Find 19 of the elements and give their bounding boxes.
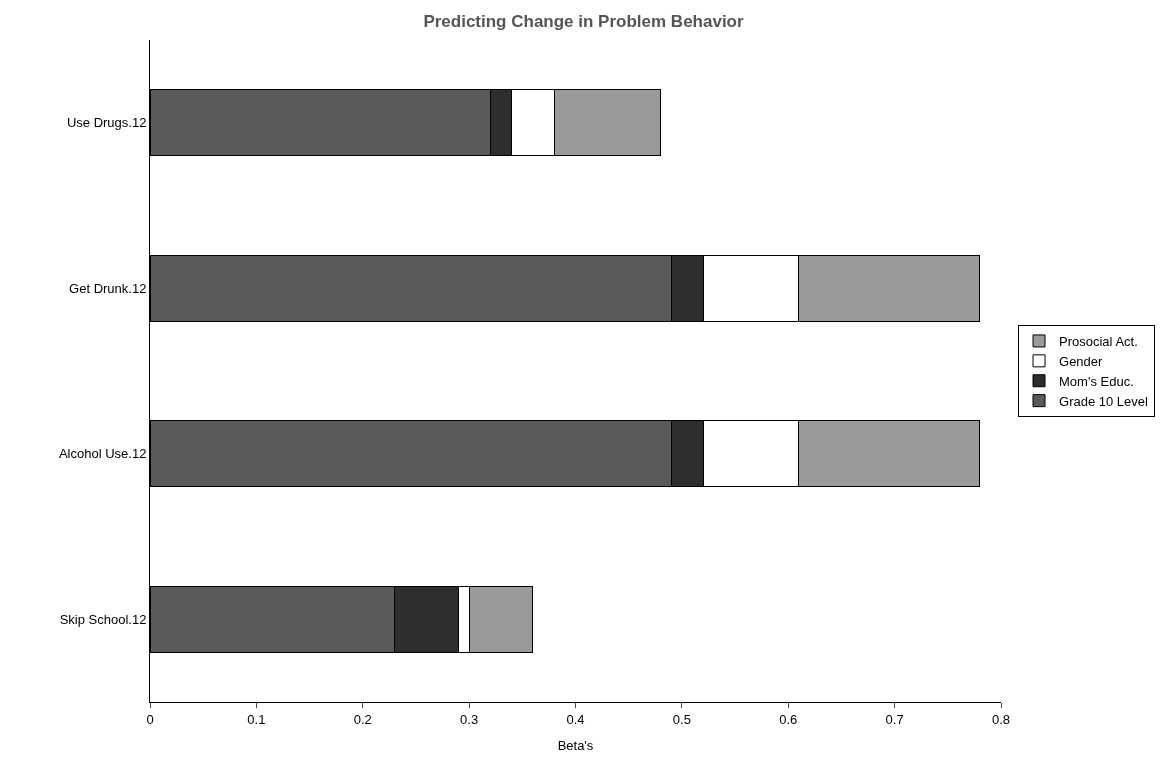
x-tick-label: 0 — [146, 711, 154, 727]
x-tick-label: 0.4 — [566, 711, 585, 727]
x-axis-title: Beta's — [557, 738, 594, 754]
y-tick-label: Get Drunk.12 — [69, 280, 147, 296]
legend-label: Prosocial Act. — [1059, 334, 1138, 350]
y-tick-label: Skip School.12 — [59, 611, 147, 627]
chart-title: Predicting Change in Problem Behavior — [423, 12, 744, 32]
y-tick-label: Use Drugs.12 — [66, 115, 147, 131]
x-tick-label: 0.8 — [991, 711, 1011, 727]
x-tick-label: 0.3 — [460, 711, 479, 727]
x-tick-label: 0.2 — [353, 711, 372, 727]
legend-label: Grade 10 Level — [1059, 393, 1149, 409]
x-tick-label: 0.6 — [779, 711, 798, 727]
legend-label: Gender — [1059, 353, 1104, 369]
x-tick-label: 0.5 — [672, 711, 691, 727]
legend-label: Mom's Educ. — [1059, 373, 1134, 389]
x-tick-label: 0.7 — [885, 711, 904, 727]
y-tick-label: Alcohol Use.12 — [58, 446, 147, 462]
x-tick-label: 0.1 — [247, 711, 266, 727]
